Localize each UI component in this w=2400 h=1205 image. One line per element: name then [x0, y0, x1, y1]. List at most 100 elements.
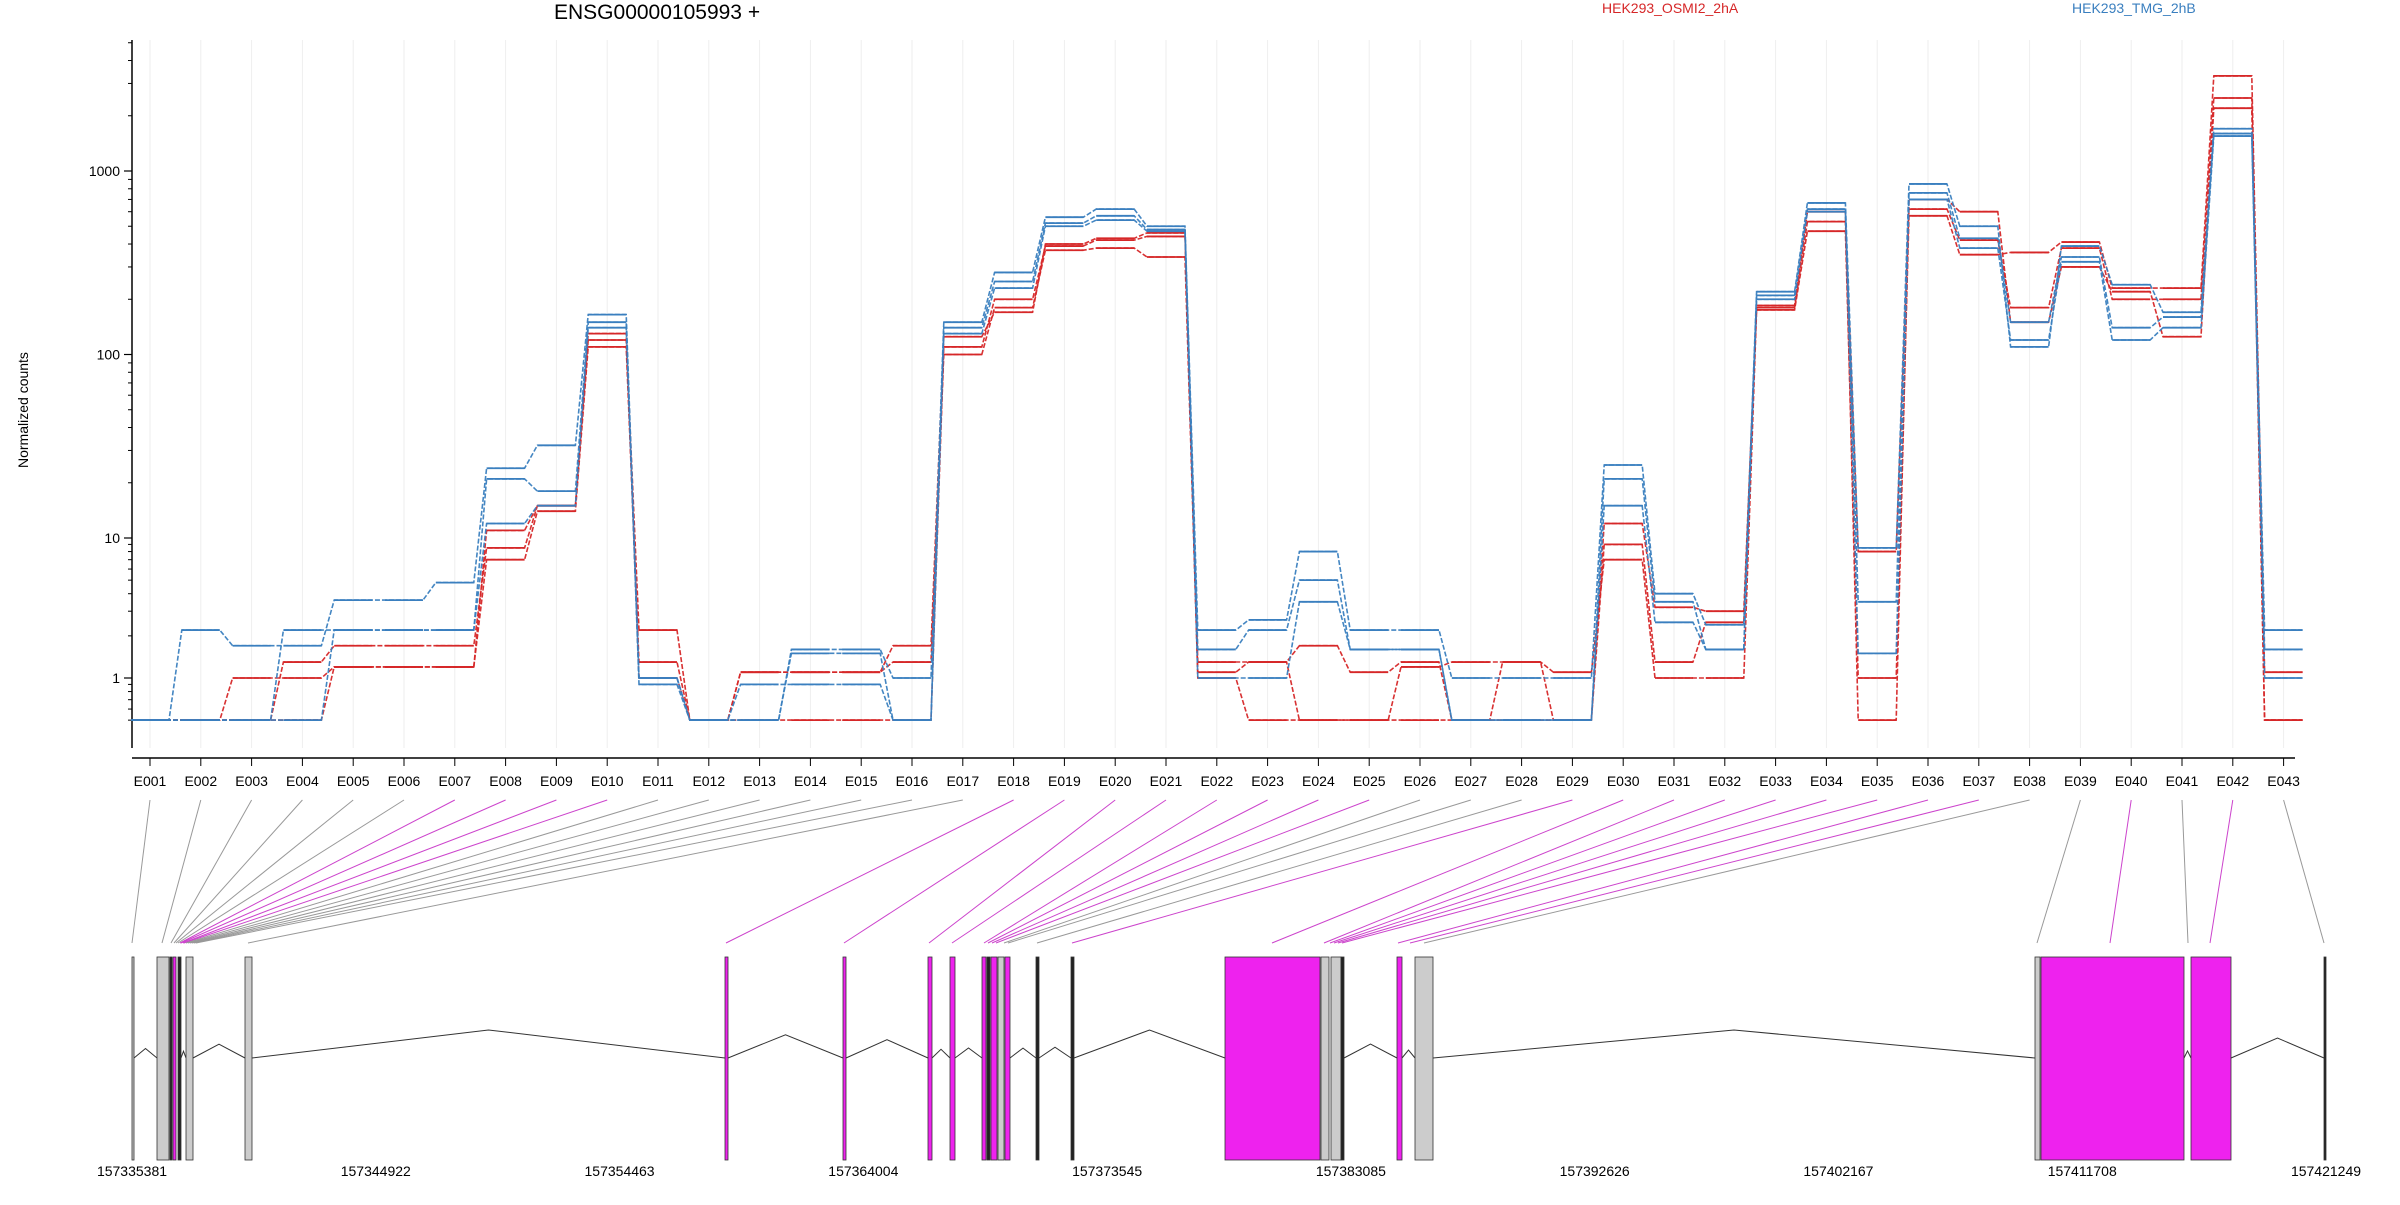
exon-block — [1004, 956, 1011, 1161]
exon-connector — [1337, 799, 1827, 944]
exon-connector — [180, 799, 506, 944]
exon-connector — [175, 799, 354, 944]
intron — [1401, 1049, 1416, 1059]
exon-connector — [2209, 799, 2234, 944]
x-tick-label: E017 — [946, 773, 979, 789]
exon-connector — [843, 799, 1065, 944]
intron — [133, 1047, 158, 1059]
intron — [2183, 1049, 2192, 1059]
y-tick-label: 10 — [104, 530, 120, 546]
exon-connector — [161, 799, 202, 944]
x-tick-label: E034 — [1810, 773, 1843, 789]
x-tick-label: E032 — [1708, 773, 1741, 789]
x-tick-label: E026 — [1404, 773, 1437, 789]
x-tick-label: E039 — [2064, 773, 2097, 789]
connector-layer — [131, 799, 2325, 944]
x-tick-label: E003 — [235, 773, 268, 789]
exon-block — [997, 956, 1005, 1161]
exon-connector — [987, 799, 1268, 944]
x-tick-label: E025 — [1353, 773, 1386, 789]
x-tick-label: E010 — [591, 773, 624, 789]
coordinate-label: 157402167 — [1803, 1163, 1873, 1179]
exon-connector — [2036, 799, 2081, 944]
exon-connector — [995, 799, 1370, 944]
exon-connector — [2181, 799, 2189, 944]
exon-connector — [991, 799, 1319, 944]
x-tick-label: E002 — [184, 773, 217, 789]
intron — [1009, 1047, 1037, 1059]
exon-block — [927, 956, 933, 1161]
intron — [1432, 1029, 2036, 1059]
exon-block — [1340, 956, 1345, 1161]
exon-block — [1035, 956, 1040, 1161]
coordinate-label: 157421249 — [2291, 1163, 2361, 1179]
x-tick-label: E033 — [1759, 773, 1792, 789]
x-tick-label: E024 — [1302, 773, 1335, 789]
grid-layer — [149, 40, 2285, 748]
exon-block — [1224, 956, 1321, 1161]
x-tick-label: E021 — [1150, 773, 1183, 789]
coordinate-label: 157392626 — [1560, 1163, 1630, 1179]
exon-block — [724, 956, 729, 1161]
x-tick-label: E027 — [1454, 773, 1487, 789]
intron — [1343, 1043, 1398, 1059]
intron — [727, 1034, 844, 1059]
exon-block — [1320, 956, 1330, 1161]
x-tick-label: E030 — [1607, 773, 1640, 789]
exon-block — [1396, 956, 1403, 1161]
coordinate-label: 157354463 — [585, 1163, 655, 1179]
exon-connector — [1397, 799, 1929, 944]
x-tick-label: E008 — [489, 773, 522, 789]
exon-block — [2190, 956, 2232, 1161]
legend-item-osmi2: HEK293_OSMI2_2hA — [1602, 0, 1739, 16]
exon-block — [1070, 956, 1075, 1161]
intron — [1073, 1029, 1226, 1059]
exon-connector — [1071, 799, 1573, 944]
exon-block — [169, 956, 173, 1161]
x-tick-label: E038 — [2013, 773, 2046, 789]
y-axis: 1 10 100 1000 — [89, 40, 133, 748]
exon-block — [172, 956, 177, 1161]
x-tick-label: E015 — [845, 773, 878, 789]
exon-connector — [131, 799, 151, 944]
intron — [1038, 1046, 1072, 1059]
intron — [954, 1047, 983, 1059]
x-tick-label: E001 — [134, 773, 167, 789]
coordinate-label: 157373545 — [1072, 1163, 1142, 1179]
exon-connector — [1333, 799, 1776, 944]
exon-connector — [195, 799, 913, 944]
exon-connector — [182, 799, 557, 944]
x-tick-label: E014 — [794, 773, 827, 789]
exon-connector — [173, 799, 303, 944]
x-tick-label: E006 — [388, 773, 421, 789]
x-tick-label: E007 — [438, 773, 471, 789]
exon-connector — [725, 799, 1014, 944]
exon-connector — [1423, 799, 2030, 944]
x-tick-label: E031 — [1658, 773, 1691, 789]
x-tick-label: E028 — [1505, 773, 1538, 789]
x-tick-label: E020 — [1099, 773, 1132, 789]
exon-connector — [170, 799, 253, 944]
x-tick-label: E035 — [1861, 773, 1894, 789]
coordinate-label: 157344922 — [341, 1163, 411, 1179]
exon-connector — [1409, 799, 1979, 944]
y-tick-label: 100 — [97, 347, 121, 363]
coordinate-label: 157364004 — [828, 1163, 898, 1179]
x-tick-label: E041 — [2166, 773, 2199, 789]
exon-block — [131, 956, 135, 1161]
chart-title: ENSG00000105993 + — [554, 1, 761, 24]
exon-connector — [189, 799, 760, 944]
x-tick-label: E018 — [997, 773, 1030, 789]
x-tick-label: E043 — [2267, 773, 2300, 789]
exon-block — [185, 956, 194, 1161]
x-tick-label: E012 — [692, 773, 725, 789]
intron — [931, 1048, 951, 1059]
x-tick-label: E019 — [1048, 773, 1081, 789]
x-tick-label: E009 — [540, 773, 573, 789]
exon-connector — [1003, 799, 1421, 944]
exon-connector — [2109, 799, 2132, 944]
exon-block — [1414, 956, 1434, 1161]
exon-connector — [179, 799, 456, 944]
